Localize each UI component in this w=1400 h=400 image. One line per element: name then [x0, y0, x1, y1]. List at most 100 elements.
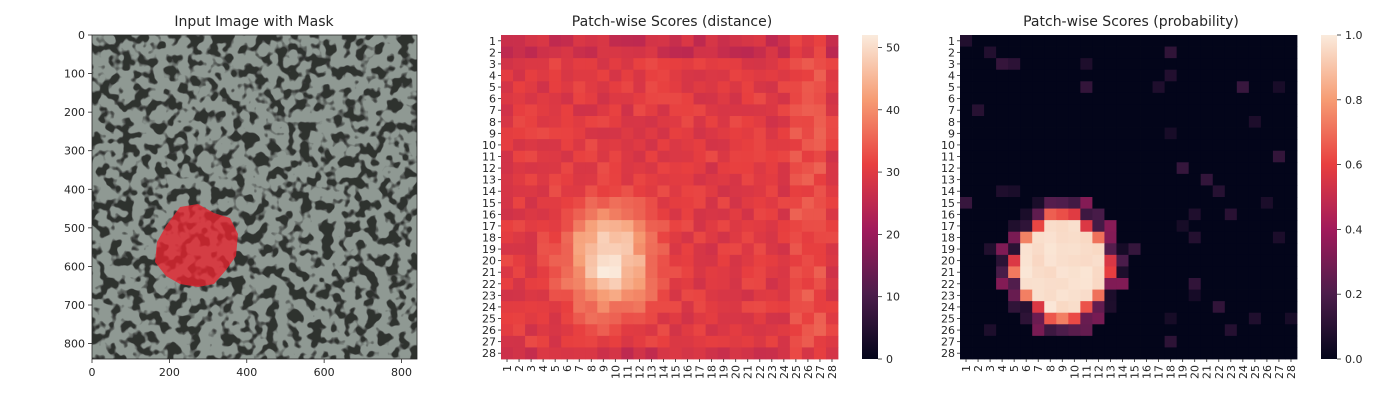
heatmap-cell — [729, 220, 743, 233]
heatmap-cell — [621, 139, 634, 152]
heatmap-cell — [1188, 35, 1202, 47]
heatmap-cell — [513, 46, 526, 59]
heatmap-cell — [1260, 162, 1274, 175]
heatmap-cell — [813, 335, 827, 348]
heatmap-cell — [1176, 173, 1190, 186]
heatmap-cell — [1188, 150, 1202, 163]
heatmap-cell — [1116, 312, 1129, 325]
heatmap-cell — [1044, 127, 1057, 140]
heatmap-cell — [1032, 335, 1045, 348]
heatmap-cell — [621, 81, 634, 94]
heatmap-cell — [537, 92, 550, 105]
heatmap-cell — [1020, 231, 1033, 244]
heatmap-cell — [501, 278, 514, 290]
heatmap-cell — [1080, 266, 1093, 279]
row-tick-label: 13 — [482, 174, 496, 187]
heatmap-cell — [1104, 173, 1117, 186]
heatmap-cell — [1020, 208, 1033, 221]
heatmap-cell — [789, 335, 803, 348]
heatmap-cell — [501, 324, 514, 337]
heatmap-cell — [1212, 347, 1226, 360]
heatmap-cell — [1044, 220, 1057, 233]
heatmap-cell — [789, 266, 803, 279]
heatmap-cell — [693, 324, 707, 337]
heatmap-cell — [693, 58, 707, 71]
heatmap-cell — [525, 324, 538, 337]
heatmap-cell — [621, 150, 634, 163]
heatmap-cell — [1044, 35, 1057, 47]
heatmap-cell — [1272, 254, 1286, 267]
heatmap-cell — [777, 347, 791, 360]
heatmap-cell — [1248, 185, 1262, 198]
heatmap-cell — [1068, 46, 1081, 59]
heatmap-cell — [1152, 162, 1166, 175]
heatmap-cell — [1056, 185, 1069, 198]
heatmap-cell — [1092, 173, 1105, 186]
heatmap-cell — [1248, 104, 1262, 117]
heatmap-cell — [609, 347, 622, 360]
heatmap-cell — [621, 162, 634, 175]
heatmap-cell — [705, 150, 719, 163]
heatmap-cell — [1020, 197, 1033, 209]
heatmap-cell — [1020, 335, 1033, 348]
col-tick-label: 8 — [585, 365, 598, 372]
heatmap-cell — [765, 116, 779, 128]
heatmap-cell — [1020, 139, 1033, 152]
heatmap-cell — [513, 58, 526, 71]
heatmap-cell — [1224, 116, 1238, 128]
heatmap-cell — [1272, 150, 1286, 163]
heatmap-cell — [561, 35, 574, 47]
heatmap-cell — [825, 185, 839, 198]
heatmap-cell — [597, 289, 610, 302]
heatmap-cell — [996, 127, 1009, 140]
heatmap-cell — [729, 347, 743, 360]
heatmap-cell — [501, 254, 514, 267]
heatmap-cell — [1080, 231, 1093, 244]
heatmap-cell — [1212, 104, 1226, 117]
heatmap-cell — [585, 197, 598, 209]
col-tick-label: 2 — [972, 365, 985, 372]
heatmap-cell — [1008, 69, 1021, 82]
heatmap-cell — [645, 301, 658, 314]
heatmap-cell — [1032, 197, 1045, 209]
heatmap-cell — [1284, 35, 1298, 47]
heatmap-cell — [960, 173, 973, 186]
heatmap-cell — [1092, 324, 1105, 337]
heatmap-cell — [1032, 312, 1045, 325]
heatmap-cell — [597, 104, 610, 117]
heatmap-cell — [1104, 324, 1117, 337]
heatmap-cell — [1140, 139, 1153, 152]
heatmap-cell — [777, 46, 791, 59]
heatmap-cell — [1248, 231, 1262, 244]
heatmap-cell — [573, 104, 586, 117]
heatmap-cell — [657, 162, 670, 175]
heatmap-cell — [717, 81, 731, 94]
heatmap-cell — [549, 116, 562, 128]
heatmap-cell — [1128, 243, 1141, 256]
heatmap-cell — [1200, 335, 1214, 348]
heatmap-cell — [1092, 185, 1105, 198]
heatmap-cell — [765, 220, 779, 233]
heatmap-cell — [1212, 243, 1226, 256]
heatmap-cell — [1140, 335, 1153, 348]
heatmap-cell — [1104, 69, 1117, 82]
heatmap-cell — [1164, 254, 1178, 267]
heatmap-cell — [1284, 208, 1298, 221]
heatmap-cell — [717, 173, 731, 186]
heatmap-cell — [669, 312, 682, 325]
heatmap-cell — [1104, 231, 1117, 244]
heatmap-cell — [1164, 266, 1178, 279]
heatmap-cell — [960, 347, 973, 360]
heatmap-cell — [996, 243, 1009, 256]
heatmap-cell — [960, 289, 973, 302]
heatmap-cell — [1128, 139, 1141, 152]
colorbar-probability — [1321, 35, 1337, 359]
heatmap-cell — [513, 104, 526, 117]
heatmap-cell — [1284, 197, 1298, 209]
heatmap-cell — [1020, 347, 1033, 360]
heatmap-cell — [645, 185, 658, 198]
heatmap-cell — [996, 266, 1009, 279]
heatmap-cell — [1068, 150, 1081, 163]
heatmap-cell — [669, 301, 682, 314]
